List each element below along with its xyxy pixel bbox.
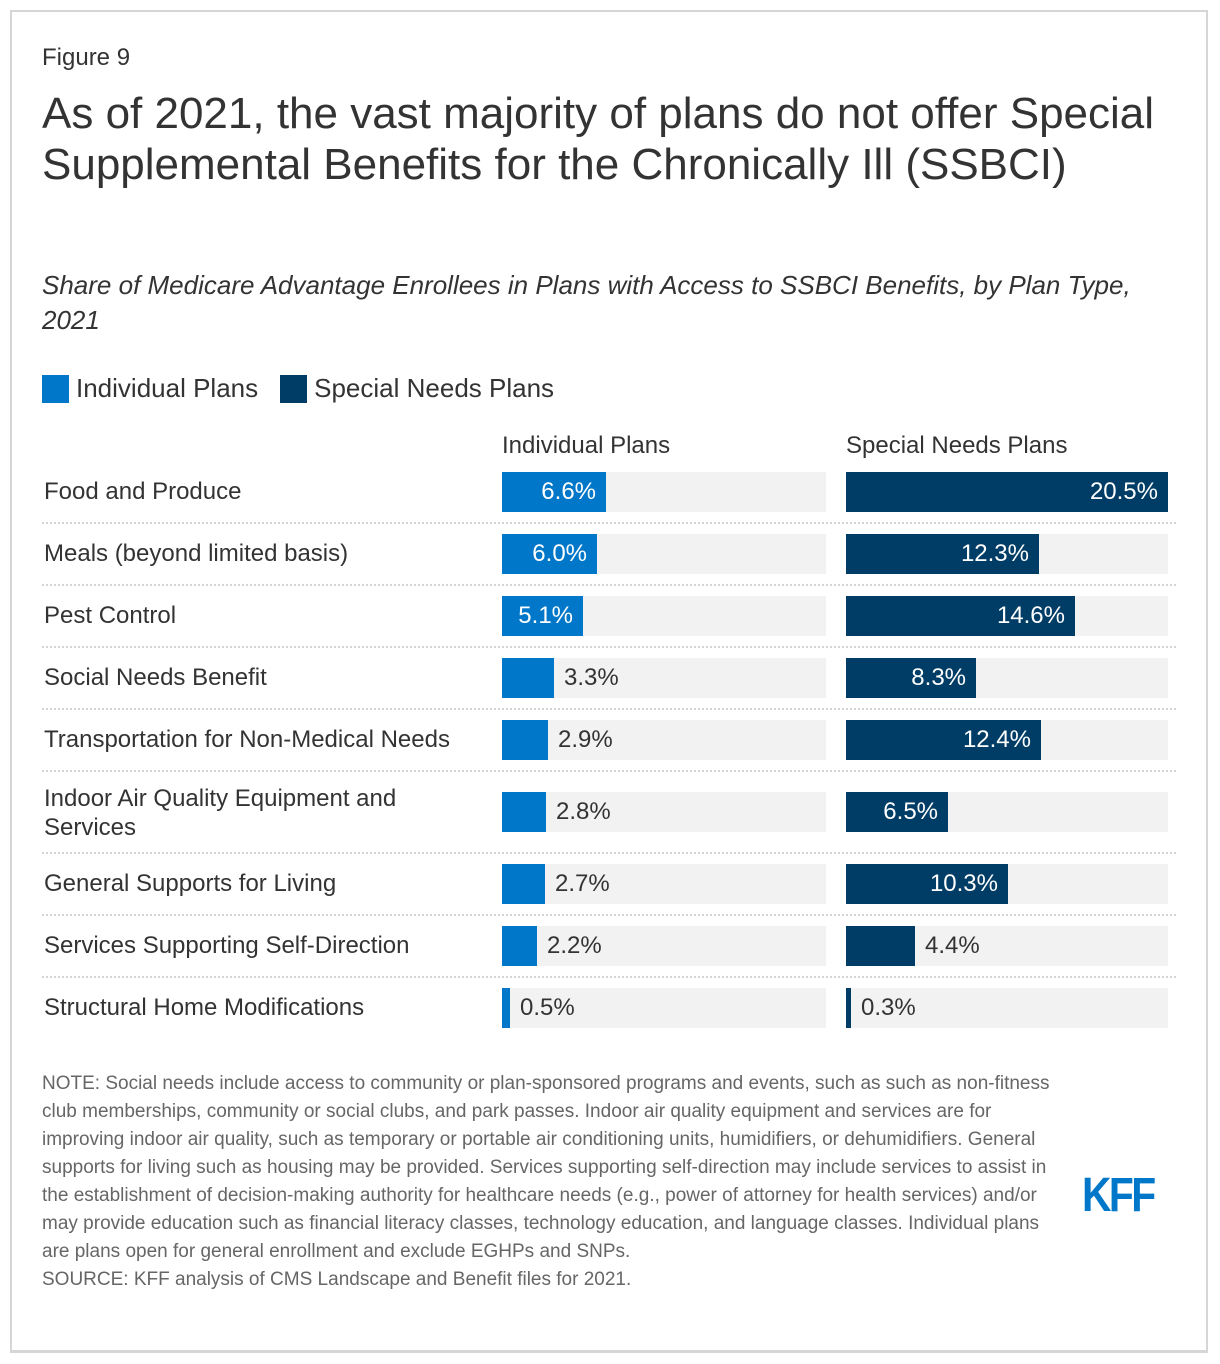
category-label: Meals (beyond limited basis) xyxy=(44,540,349,567)
bar-individual xyxy=(502,926,537,966)
bar-snp xyxy=(846,658,976,698)
row-separator xyxy=(42,770,1176,772)
category-label: General Supports for Living xyxy=(44,870,337,897)
bar-track: 20.5% xyxy=(846,472,1168,512)
category-label: Structural Home Modifications xyxy=(44,994,365,1021)
bar-snp xyxy=(846,596,1075,636)
data-label: 2.7% xyxy=(555,870,610,897)
data-label: 3.3% xyxy=(564,664,619,691)
bar-track: 8.3% xyxy=(846,658,1168,698)
bar-track: 6.5% xyxy=(846,792,1168,832)
data-label: 6.5% xyxy=(883,798,938,825)
footnote: NOTE: Social needs include access to com… xyxy=(42,1070,1052,1294)
data-label: 20.5% xyxy=(1089,478,1158,505)
chart-subtitle: Share of Medicare Advantage Enrollees in… xyxy=(42,270,1131,335)
row-separator xyxy=(42,708,1176,710)
legend-label-snp: Special Needs Plans xyxy=(314,373,555,403)
bar-individual xyxy=(502,596,583,636)
bar-snp xyxy=(846,792,948,832)
bar-track: 2.8% xyxy=(502,792,826,832)
data-label: 4.4% xyxy=(925,932,980,959)
column-header-individual: Individual Plans xyxy=(502,432,671,459)
legend-item-individual: Individual Plans xyxy=(42,373,258,404)
data-label: 2.2% xyxy=(547,932,602,959)
bar-track: 5.1% xyxy=(502,596,826,636)
bar-track: 4.4% xyxy=(846,926,1168,966)
category-label: Social Needs Benefit xyxy=(44,664,267,691)
data-label: 0.3% xyxy=(861,994,916,1021)
bar-track: 6.6% xyxy=(502,472,826,512)
category-label: Food and Produce xyxy=(44,478,242,505)
data-label: 0.5% xyxy=(520,994,575,1021)
bar-track: 0.3% xyxy=(846,988,1168,1028)
bar-individual xyxy=(502,720,548,760)
bar-track: 10.3% xyxy=(846,864,1168,904)
bar-track: 2.7% xyxy=(502,864,826,904)
bar-track: 2.9% xyxy=(502,720,826,760)
bar-snp xyxy=(846,720,1041,760)
data-label: 5.1% xyxy=(518,602,573,629)
data-label: 8.3% xyxy=(911,664,966,691)
category-label: Services Supporting Self-Direction xyxy=(44,932,410,959)
source-text: SOURCE: KFF analysis of CMS Landscape an… xyxy=(42,1269,632,1290)
category-label: Transportation for Non-Medical Needs xyxy=(44,726,450,753)
row-separator xyxy=(42,976,1176,978)
bar-individual xyxy=(502,988,510,1028)
bar-snp xyxy=(846,988,851,1028)
legend: Individual Plans Special Needs Plans xyxy=(42,373,576,404)
chart-title: As of 2021, the vast majority of plans d… xyxy=(42,89,1155,189)
bar-track: 0.5% xyxy=(502,988,826,1028)
data-label: 10.3% xyxy=(929,870,998,897)
category-label: Indoor Air Quality Equipment and Service… xyxy=(44,785,397,841)
row-separator xyxy=(42,584,1176,586)
row-separator xyxy=(42,852,1176,854)
bar-individual xyxy=(502,792,546,832)
bar-snp xyxy=(846,472,1168,512)
data-label: 6.6% xyxy=(541,478,596,505)
data-label: 12.4% xyxy=(962,726,1031,753)
bar-track: 12.4% xyxy=(846,720,1168,760)
kff-logo: KFF xyxy=(1082,1169,1156,1222)
bar-individual xyxy=(502,472,606,512)
legend-item-snp: Special Needs Plans xyxy=(280,373,554,404)
bar-track: 2.2% xyxy=(502,926,826,966)
row-separator xyxy=(42,522,1176,524)
bar-track: 12.3% xyxy=(846,534,1168,574)
data-label: 2.9% xyxy=(558,726,613,753)
bar-individual xyxy=(502,864,545,904)
data-label: 2.8% xyxy=(556,798,611,825)
bar-snp xyxy=(846,864,1008,904)
bar-snp xyxy=(846,926,915,966)
bar-track: 14.6% xyxy=(846,596,1168,636)
figure-label: Figure 9 xyxy=(42,44,131,71)
bar-track: 3.3% xyxy=(502,658,826,698)
row-separator xyxy=(42,646,1176,648)
row-separator xyxy=(42,914,1176,916)
category-label: Pest Control xyxy=(44,602,177,629)
bar-snp xyxy=(846,534,1039,574)
data-label: 12.3% xyxy=(960,540,1029,567)
legend-swatch-individual xyxy=(42,374,69,403)
bar-individual xyxy=(502,658,554,698)
column-header-snp: Special Needs Plans xyxy=(846,432,1068,459)
bar-track: 6.0% xyxy=(502,534,826,574)
data-label: 14.6% xyxy=(996,602,1065,629)
legend-label-individual: Individual Plans xyxy=(76,373,259,403)
note-text: NOTE: Social needs include access to com… xyxy=(42,1073,1050,1262)
data-label: 6.0% xyxy=(532,540,587,567)
legend-swatch-snp xyxy=(280,374,308,403)
bar-individual xyxy=(502,534,597,574)
